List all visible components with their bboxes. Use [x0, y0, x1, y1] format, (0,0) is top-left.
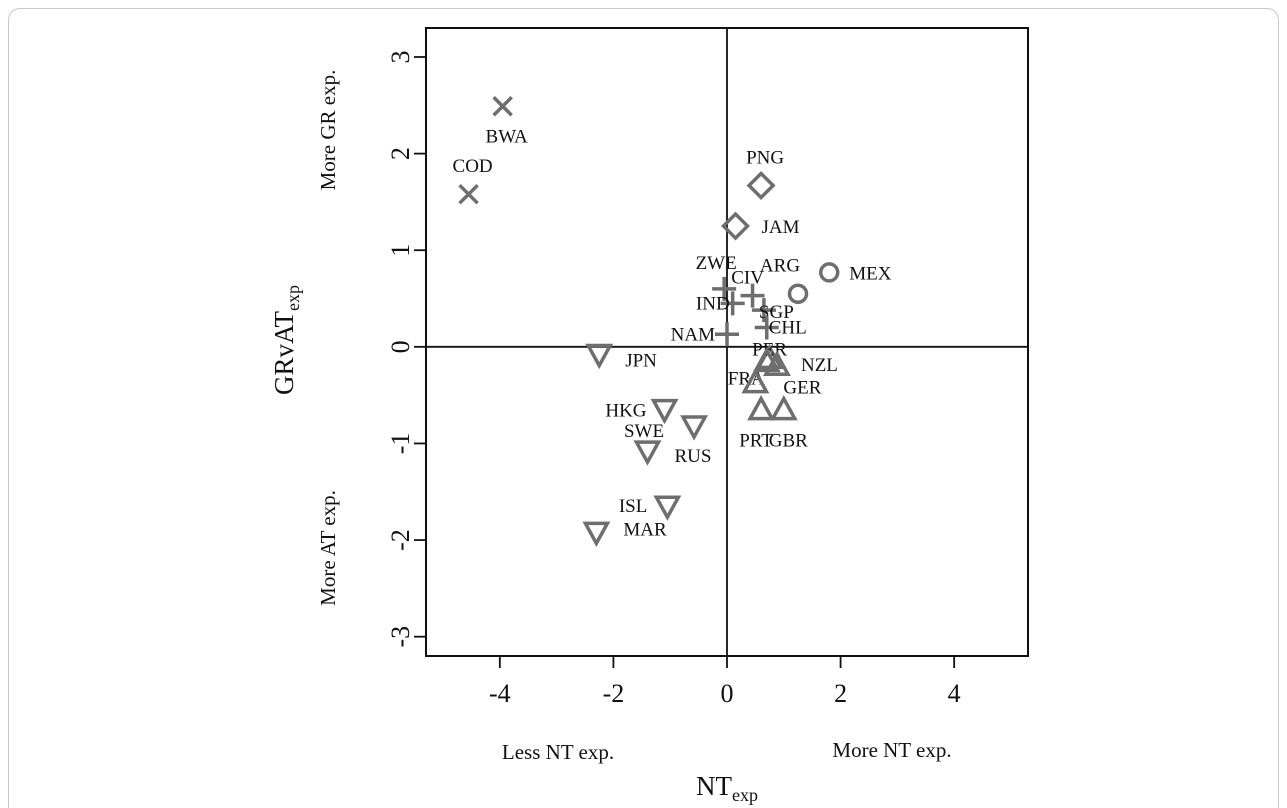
data-point-arg: ARG	[760, 256, 809, 304]
y-tick-label: -3	[386, 626, 415, 648]
circle-marker	[787, 283, 809, 304]
y-axis-title-sub: exp	[283, 285, 303, 311]
triangle-down-marker	[585, 343, 614, 370]
y-axis-title: GRvATexp	[269, 285, 303, 395]
x-tick-label: 4	[948, 679, 961, 708]
y-axis-title-main: GRvAT	[269, 310, 299, 395]
triangle-up-marker	[747, 394, 776, 421]
point-label: JAM	[762, 217, 800, 238]
data-point-cod: COD	[453, 156, 493, 205]
plus-marker	[751, 298, 776, 323]
point-label: CIV	[731, 268, 764, 289]
plus-marker	[712, 276, 737, 301]
point-label: JPN	[625, 351, 657, 372]
y-tick-label: -1	[386, 433, 415, 455]
point-label: IND	[696, 293, 730, 314]
point-label: CHL	[769, 318, 807, 339]
triangle-down-marker	[582, 521, 611, 547]
data-point-nzl: NZL	[763, 350, 838, 376]
y-tick-label: -2	[386, 529, 415, 551]
y-tick-label: 1	[386, 244, 415, 257]
data-point-mar: MAR	[582, 519, 667, 547]
data-point-mex: MEX	[818, 262, 892, 284]
data-point-jam: JAM	[721, 211, 800, 241]
point-label: ARG	[760, 256, 800, 277]
y-tick-label: 3	[386, 50, 415, 63]
cross-marker	[492, 96, 513, 117]
data-point-ger: GER	[741, 367, 822, 399]
point-label: MAR	[623, 519, 667, 540]
diamond-marker	[746, 171, 776, 200]
triangle-down-marker	[653, 495, 682, 521]
data-point-rus: RUS	[633, 440, 711, 467]
x-axis-title-sub: exp	[732, 785, 758, 805]
point-label: SWE	[624, 421, 664, 442]
data-point-zwe: ZWE	[696, 253, 737, 301]
data-point-bwa: BWA	[486, 96, 529, 147]
point-label: ZWE	[696, 253, 737, 274]
cross-marker	[458, 183, 479, 205]
triangle-down-marker	[680, 415, 709, 441]
data-point-nam: NAM	[671, 322, 739, 347]
y-tick-label: 0	[386, 340, 415, 353]
annotation-more-nt: More NT exp.	[832, 738, 951, 762]
x-axis-title: NTexp	[696, 771, 758, 805]
triangle-down-marker	[633, 440, 662, 466]
x-tick-label: -2	[603, 679, 625, 708]
point-label: MEX	[849, 263, 892, 284]
circle-marker	[818, 262, 840, 283]
data-point-hkg: HKG	[605, 398, 679, 425]
diamond-marker	[721, 211, 750, 241]
figure-frame	[8, 8, 1279, 808]
annotation-more-gr: More GR exp.	[316, 70, 340, 191]
x-axis-title-main: NT	[696, 771, 732, 801]
point-label: PRT	[739, 431, 773, 452]
point-label: BWA	[486, 126, 529, 147]
point-label: GBR	[769, 431, 808, 452]
data-point-chl: CHL	[754, 315, 807, 340]
annotation-less-nt: Less NT exp.	[502, 740, 614, 764]
point-label: PNG	[746, 147, 784, 168]
point-label: HKG	[605, 401, 646, 422]
data-point-prt: PRT	[739, 394, 776, 452]
data-point-gbr: GBR	[769, 394, 808, 452]
point-label: ISL	[619, 496, 648, 517]
x-tick-label: -4	[489, 679, 511, 708]
plus-marker	[715, 322, 739, 347]
plus-marker	[754, 315, 779, 340]
point-label: NZL	[801, 355, 838, 376]
triangle-up-marker	[763, 350, 791, 376]
data-point-png: PNG	[746, 147, 784, 200]
point-label: NAM	[671, 324, 715, 345]
triangle-up-marker	[741, 367, 770, 394]
data-point-civ: CIV	[731, 268, 765, 308]
point-label: COD	[453, 156, 493, 177]
point-label: GER	[783, 378, 821, 399]
triangle-down-marker	[650, 398, 679, 425]
axis-ticks: -4 -2 0 2 4 -3 -2 -1 0 1 2 3	[386, 50, 961, 708]
data-point-ind: IND	[696, 291, 745, 316]
data-point-jpn: JPN	[585, 343, 657, 372]
data-point-isl: ISL	[619, 495, 682, 521]
x-tick-label: 2	[834, 679, 847, 708]
point-label: RUS	[674, 446, 711, 467]
plus-marker	[720, 291, 745, 316]
triangle-up-marker	[769, 394, 798, 421]
plus-marker	[740, 283, 765, 308]
x-tick-label: 0	[721, 679, 734, 708]
data-point-swe: SWE	[624, 415, 709, 442]
annotation-more-at: More AT exp.	[316, 490, 340, 606]
y-tick-label: 2	[386, 147, 415, 160]
